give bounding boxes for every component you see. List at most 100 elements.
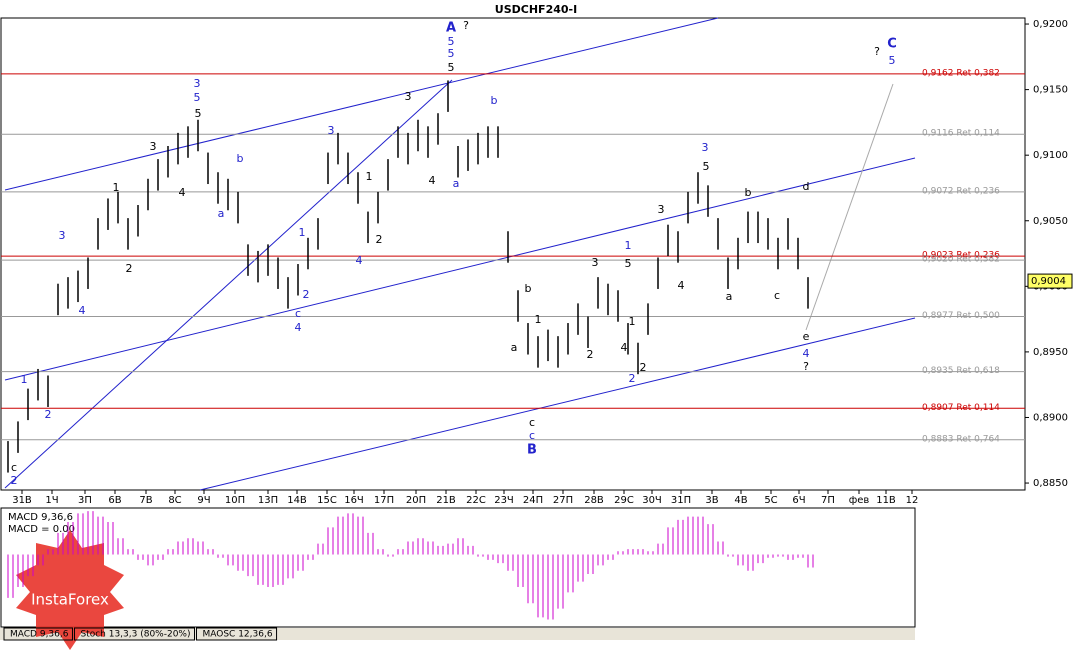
wave-label: c bbox=[295, 307, 301, 320]
wave-label: c bbox=[529, 416, 535, 429]
x-tick-label: 16Ч bbox=[344, 495, 364, 506]
x-tick-label: 31В bbox=[12, 495, 32, 506]
indicator-tab[interactable]: Stoch 13,3,3 (80%-20%) bbox=[80, 630, 190, 640]
last-price-box bbox=[1027, 273, 1073, 289]
x-tick-label: 27П bbox=[553, 495, 573, 506]
x-tick-label: 3П bbox=[78, 495, 92, 506]
wave-label: a bbox=[453, 177, 460, 190]
logo-text: InstaForex bbox=[31, 591, 109, 609]
wave-label: 3 bbox=[194, 77, 201, 90]
y-tick-label: 0,8850 bbox=[1033, 478, 1068, 489]
level-label: 0,9023 Ret 0,236 bbox=[922, 251, 1000, 261]
x-tick-label: 15С bbox=[317, 495, 337, 506]
x-tick-label: 6В bbox=[108, 495, 121, 506]
wave-label: C bbox=[887, 37, 897, 52]
wave-label: 2 bbox=[376, 233, 383, 246]
level-label: 0,8935 Ret 0,618 bbox=[922, 366, 1000, 376]
wave-label: 5 bbox=[703, 160, 710, 173]
wave-label: 2 bbox=[11, 474, 18, 487]
level-label: 0,8977 Ret 0,500 bbox=[922, 311, 1000, 321]
level-label: 0,9162 Ret 0,382 bbox=[922, 68, 1000, 78]
wave-label: 5 bbox=[448, 61, 455, 74]
y-tick-label: 0,9100 bbox=[1033, 150, 1068, 161]
wave-label: 3 bbox=[592, 256, 599, 269]
level-label: 0,9116 Ret 0,114 bbox=[922, 129, 1000, 139]
y-tick-label: 0,8900 bbox=[1033, 412, 1068, 423]
wave-label: b bbox=[237, 152, 244, 165]
wave-label: 4 bbox=[678, 279, 685, 292]
x-tick-label: 3В bbox=[705, 495, 718, 506]
wave-label: 1 bbox=[625, 239, 632, 252]
x-tick-label: 12 bbox=[906, 495, 919, 506]
x-tick-label: 21В bbox=[436, 495, 456, 506]
wave-label: e bbox=[803, 330, 810, 343]
x-tick-label: 11В bbox=[876, 495, 896, 506]
level-label: 0,8907 Ret 0,114 bbox=[922, 403, 1000, 413]
wave-label: c bbox=[529, 429, 535, 442]
wave-label: 3 bbox=[405, 90, 412, 103]
indicator-tab[interactable]: MAOSC 12,36,6 bbox=[203, 630, 273, 640]
wave-label: a bbox=[511, 341, 518, 354]
wave-label: 4 bbox=[621, 341, 628, 354]
wave-label: A bbox=[446, 21, 456, 36]
wave-label: 5 bbox=[448, 35, 455, 48]
x-tick-label: 7В bbox=[139, 495, 152, 506]
wave-label: 4 bbox=[79, 304, 86, 317]
indicator-tab[interactable]: MACD 9,36,6 bbox=[10, 630, 69, 640]
wave-label: 3 bbox=[702, 141, 709, 154]
x-tick-label: 31П bbox=[671, 495, 691, 506]
x-tick-label: 24П bbox=[523, 495, 543, 506]
wave-label: 3 bbox=[658, 203, 665, 216]
wave-label: b bbox=[491, 94, 498, 107]
x-tick-label: 29С bbox=[614, 495, 634, 506]
wave-label: c bbox=[774, 289, 780, 302]
macd-frame bbox=[0, 507, 916, 628]
wave-label: 4 bbox=[295, 321, 302, 334]
x-tick-label: 6Ч bbox=[792, 495, 805, 506]
wave-label: 3 bbox=[328, 124, 335, 137]
y-tick-label: 0,9200 bbox=[1033, 19, 1068, 30]
level-label: 0,8883 Ret 0,764 bbox=[922, 434, 1000, 444]
wave-label: 3 bbox=[150, 140, 157, 153]
wave-label: 2 bbox=[45, 408, 52, 421]
wave-label: b bbox=[745, 186, 752, 199]
x-tick-label: фев bbox=[849, 495, 870, 506]
wave-label: 3 bbox=[59, 229, 66, 242]
x-tick-label: 23Ч bbox=[494, 495, 514, 506]
wave-label: 4 bbox=[356, 254, 363, 267]
wave-label: 4 bbox=[803, 347, 810, 360]
level-label: 0,9072 Ret 0,236 bbox=[922, 186, 1000, 196]
projection-line bbox=[805, 83, 894, 331]
plot-frame bbox=[0, 17, 1026, 491]
wave-label: 5 bbox=[195, 107, 202, 120]
tab-border bbox=[196, 627, 278, 641]
y-tick-label: 0,8950 bbox=[1033, 347, 1068, 358]
x-tick-label: 17П bbox=[374, 495, 394, 506]
x-tick-label: 1Ч bbox=[45, 495, 58, 506]
channel-lines bbox=[4, 17, 916, 491]
wave-label: c bbox=[11, 461, 17, 474]
wave-label: 5 bbox=[625, 257, 632, 270]
wave-label: 1 bbox=[299, 226, 306, 239]
wave-label: ? bbox=[874, 45, 880, 58]
wave-label: 2 bbox=[126, 262, 133, 275]
wave-label: 1 bbox=[113, 181, 120, 194]
wave-label: ? bbox=[463, 19, 469, 32]
wave-label: 2 bbox=[640, 361, 647, 374]
x-tick-label: 13П bbox=[258, 495, 278, 506]
y-tick-label: 0,9050 bbox=[1033, 216, 1068, 227]
chart-title: USDCHF240-I bbox=[495, 3, 577, 16]
tab-border bbox=[3, 627, 73, 641]
wave-label: 4 bbox=[429, 174, 436, 187]
x-tick-label: 22С bbox=[466, 495, 486, 506]
macd-label: MACD 9,36,6 bbox=[8, 512, 73, 523]
x-tick-label: 14В bbox=[287, 495, 307, 506]
x-tick-label: 7П bbox=[821, 495, 835, 506]
wave-label: 1 bbox=[629, 315, 636, 328]
wave-label: 1 bbox=[535, 313, 542, 326]
wave-label: ? bbox=[803, 360, 809, 373]
wave-label: a bbox=[726, 290, 733, 303]
wave-label: a bbox=[218, 207, 225, 220]
